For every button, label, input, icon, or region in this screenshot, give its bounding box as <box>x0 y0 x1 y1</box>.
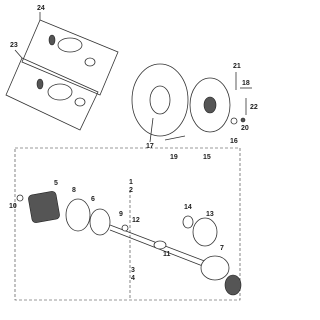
callout: 20 <box>241 125 249 132</box>
callout: 22 <box>250 104 258 111</box>
parts-diagram: 24 23 21 18 22 17 19 15 16 20 5 1 2 6 10… <box>5 5 258 301</box>
callout: 21 <box>233 63 241 70</box>
boot-kit-outer <box>5 12 119 131</box>
callout: 1 <box>129 179 133 186</box>
brake-disc-hub <box>131 63 252 143</box>
callout: 5 <box>54 180 58 187</box>
drive-shaft <box>14 147 242 301</box>
callout: 23 <box>10 42 18 49</box>
callout: 6 <box>91 196 95 203</box>
callout: 10 <box>9 203 17 210</box>
callout: 2 <box>129 187 133 194</box>
callout: 16 <box>230 138 238 145</box>
callout: 18 <box>242 80 250 87</box>
callout: 4 <box>131 275 135 282</box>
callout: 19 <box>170 154 178 161</box>
callout: 14 <box>184 204 192 211</box>
callout: 8 <box>72 187 76 194</box>
callout: 9 <box>119 211 123 218</box>
callout: 7 <box>220 245 224 252</box>
callout: 11 <box>163 251 171 258</box>
callout: 3 <box>131 267 135 274</box>
callout-labels: 24 23 21 18 22 17 19 15 16 20 5 1 2 6 10… <box>9 5 258 282</box>
callout: 12 <box>132 217 140 224</box>
callout: 17 <box>146 143 154 150</box>
callout: 24 <box>37 5 45 12</box>
callout: 15 <box>203 154 211 161</box>
callout: 13 <box>206 211 214 218</box>
